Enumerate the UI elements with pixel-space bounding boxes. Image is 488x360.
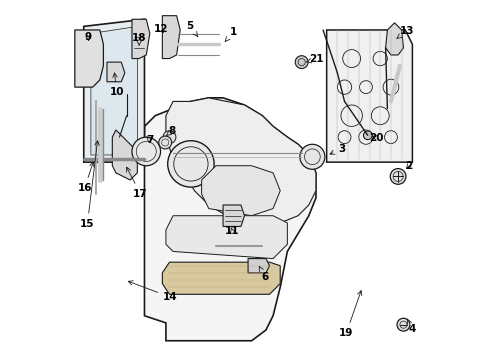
Circle shape	[396, 318, 409, 331]
Text: 12: 12	[153, 24, 167, 34]
Text: 11: 11	[224, 226, 239, 236]
Circle shape	[132, 137, 160, 166]
Polygon shape	[223, 205, 244, 226]
Polygon shape	[107, 62, 124, 82]
Polygon shape	[144, 98, 315, 341]
Circle shape	[389, 168, 405, 184]
Polygon shape	[83, 19, 144, 162]
Text: 6: 6	[259, 266, 268, 282]
Text: 14: 14	[128, 281, 177, 302]
Text: 3: 3	[329, 144, 345, 154]
Text: 17: 17	[126, 167, 147, 199]
Polygon shape	[162, 16, 180, 59]
Text: 21: 21	[306, 54, 324, 64]
Polygon shape	[201, 166, 280, 216]
Polygon shape	[75, 30, 103, 87]
Polygon shape	[247, 258, 269, 273]
Text: 20: 20	[369, 133, 383, 143]
Text: 18: 18	[132, 33, 146, 46]
Text: 10: 10	[109, 73, 124, 98]
Polygon shape	[112, 130, 137, 180]
Text: 2: 2	[405, 161, 412, 171]
Circle shape	[163, 131, 176, 144]
Circle shape	[159, 136, 171, 149]
Polygon shape	[165, 216, 287, 258]
Circle shape	[167, 141, 214, 187]
Text: 9: 9	[84, 32, 91, 42]
Text: 16: 16	[77, 162, 94, 193]
Text: 19: 19	[339, 291, 361, 338]
Polygon shape	[385, 23, 403, 55]
Text: 15: 15	[80, 141, 99, 229]
Text: 7: 7	[146, 135, 153, 145]
Circle shape	[363, 131, 371, 140]
Polygon shape	[326, 30, 411, 162]
Circle shape	[295, 56, 307, 68]
Circle shape	[299, 144, 324, 169]
Polygon shape	[165, 98, 315, 226]
Polygon shape	[132, 19, 149, 59]
Text: 5: 5	[186, 21, 197, 37]
Text: 1: 1	[224, 27, 236, 42]
Text: 13: 13	[396, 26, 413, 39]
Text: 4: 4	[407, 319, 415, 334]
Polygon shape	[91, 26, 137, 155]
Polygon shape	[162, 262, 280, 294]
Text: 8: 8	[165, 126, 176, 136]
